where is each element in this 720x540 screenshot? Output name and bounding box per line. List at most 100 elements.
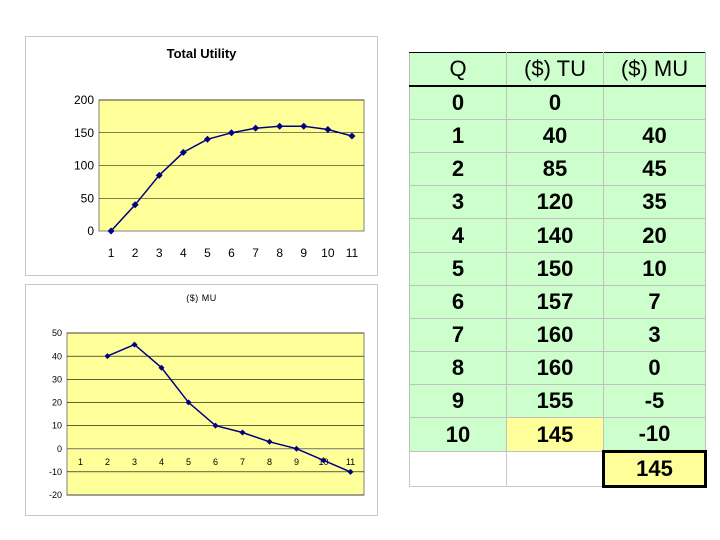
total-utility-chart: Total Utility 0 50 100 150 200 1 2 3 4 5 6 7 8 9 10 11 bbox=[25, 36, 378, 276]
cell-tu: 150 bbox=[506, 251, 604, 286]
x-tick-label: 2 bbox=[105, 457, 110, 467]
x-tick-label: 6 bbox=[228, 246, 235, 260]
marginal-utility-plot: -20-10010203040501234567891011 bbox=[49, 328, 365, 500]
data-point bbox=[320, 457, 327, 464]
data-point bbox=[347, 468, 354, 475]
data-point bbox=[179, 148, 187, 156]
cell-mu: 40 bbox=[603, 119, 706, 154]
data-point bbox=[212, 422, 219, 429]
cell-mu bbox=[603, 85, 706, 121]
cell-q: 8 bbox=[409, 350, 507, 385]
table-row: 2 85 45 bbox=[409, 152, 706, 187]
y-tick-label: 200 bbox=[74, 93, 94, 107]
cell-mu: 7 bbox=[603, 284, 706, 319]
cell-mu: 10 bbox=[603, 251, 706, 286]
cell-tu: 85 bbox=[506, 152, 604, 187]
x-tick-label: 11 bbox=[346, 457, 355, 467]
chart-title: ($) MU bbox=[186, 293, 217, 303]
cell-mu: 45 bbox=[603, 152, 706, 187]
x-tick-label: 7 bbox=[240, 457, 245, 467]
x-tick-label: 4 bbox=[159, 457, 164, 467]
cell-tu: 157 bbox=[506, 284, 604, 319]
cell-mu: -5 bbox=[603, 383, 706, 419]
data-point bbox=[131, 341, 138, 348]
y-tick-label: -10 bbox=[49, 467, 62, 477]
data-point bbox=[131, 201, 139, 209]
data-point bbox=[293, 445, 300, 452]
table-total-row: 145 bbox=[409, 450, 707, 489]
cell-q: 2 bbox=[409, 152, 507, 187]
x-tick-label: 2 bbox=[132, 246, 139, 260]
table-row: 7 160 3 bbox=[409, 317, 706, 352]
cell-q: 7 bbox=[409, 317, 507, 352]
total-utility-plot: 0 50 100 150 200 1 2 3 4 5 6 7 8 9 10 11 bbox=[74, 93, 365, 260]
cell-q: 10 bbox=[409, 417, 507, 453]
cell-mu: -10 bbox=[603, 417, 706, 453]
table-row: 10 145 -10 bbox=[409, 417, 706, 453]
cell-mu: 20 bbox=[603, 218, 706, 253]
y-tick-label: -20 bbox=[49, 490, 62, 500]
x-tick-label: 1 bbox=[108, 246, 115, 260]
data-point bbox=[158, 364, 165, 371]
utility-table: Q ($) TU ($) MU 0 0 1 40 40 2 85 45 3 120 35 4 140 20… bbox=[409, 52, 707, 489]
cell-q: 5 bbox=[409, 251, 507, 286]
cell-q: 1 bbox=[409, 119, 507, 154]
cell-tu: 145 bbox=[506, 417, 604, 453]
x-tick-label: 8 bbox=[267, 457, 272, 467]
table-row: 6 157 7 bbox=[409, 284, 706, 319]
cell-mu: 35 bbox=[603, 185, 706, 220]
x-tick-label: 5 bbox=[204, 246, 211, 260]
y-tick-label: 150 bbox=[74, 126, 94, 140]
x-tick-label: 4 bbox=[180, 246, 187, 260]
y-tick-label: 0 bbox=[57, 444, 62, 454]
x-tick-label: 9 bbox=[294, 457, 299, 467]
data-point bbox=[228, 129, 235, 137]
cell-tu: 120 bbox=[506, 185, 604, 220]
x-tick-label: 3 bbox=[156, 246, 163, 260]
cell-tu: 140 bbox=[506, 218, 604, 253]
data-point bbox=[104, 353, 111, 360]
data-point bbox=[300, 122, 308, 130]
header-q: Q bbox=[409, 52, 507, 87]
cell-tu: 155 bbox=[506, 383, 604, 419]
chart-title: Total Utility bbox=[166, 46, 237, 61]
cell-q: 4 bbox=[409, 218, 507, 253]
data-point bbox=[185, 399, 192, 406]
cell-mu: 3 bbox=[603, 317, 706, 352]
blank-cell bbox=[409, 451, 507, 488]
x-tick-label: 10 bbox=[321, 246, 335, 260]
cell-tu: 160 bbox=[506, 317, 604, 352]
cell-tu: 0 bbox=[506, 85, 604, 121]
data-point bbox=[324, 125, 332, 133]
table-row: 4 140 20 bbox=[409, 218, 706, 253]
y-tick-label: 50 bbox=[52, 328, 62, 338]
table-row: 1 40 40 bbox=[409, 119, 706, 154]
cell-q: 9 bbox=[409, 383, 507, 419]
y-tick-label: 100 bbox=[74, 159, 94, 173]
data-point bbox=[107, 227, 115, 235]
data-point bbox=[203, 135, 211, 143]
cell-tu: 40 bbox=[506, 119, 604, 154]
cell-q: 6 bbox=[409, 284, 507, 319]
cell-mu: 0 bbox=[603, 350, 706, 385]
x-tick-label: 9 bbox=[300, 246, 307, 260]
table-row: 9 155 -5 bbox=[409, 383, 706, 419]
cell-q: 3 bbox=[409, 185, 507, 220]
header-mu: ($) MU bbox=[603, 52, 706, 87]
x-tick-label: 8 bbox=[276, 246, 283, 260]
data-point bbox=[266, 438, 273, 445]
total-cell: 145 bbox=[602, 450, 707, 489]
table-row: 3 120 35 bbox=[409, 185, 706, 220]
data-point bbox=[276, 122, 284, 130]
x-tick-label: 1 bbox=[78, 457, 83, 467]
y-tick-label: 50 bbox=[81, 191, 95, 205]
table-row: 5 150 10 bbox=[409, 251, 706, 286]
cell-q: 0 bbox=[409, 85, 507, 121]
x-tick-label: 11 bbox=[346, 246, 359, 260]
marginal-utility-chart: ($) MU -20-10010203040501234567891011 bbox=[25, 284, 378, 516]
y-tick-label: 40 bbox=[52, 351, 62, 361]
blank-cell bbox=[506, 451, 604, 488]
data-point bbox=[252, 124, 260, 132]
y-tick-label: 10 bbox=[52, 421, 62, 431]
table-header-row: Q ($) TU ($) MU bbox=[409, 52, 706, 87]
